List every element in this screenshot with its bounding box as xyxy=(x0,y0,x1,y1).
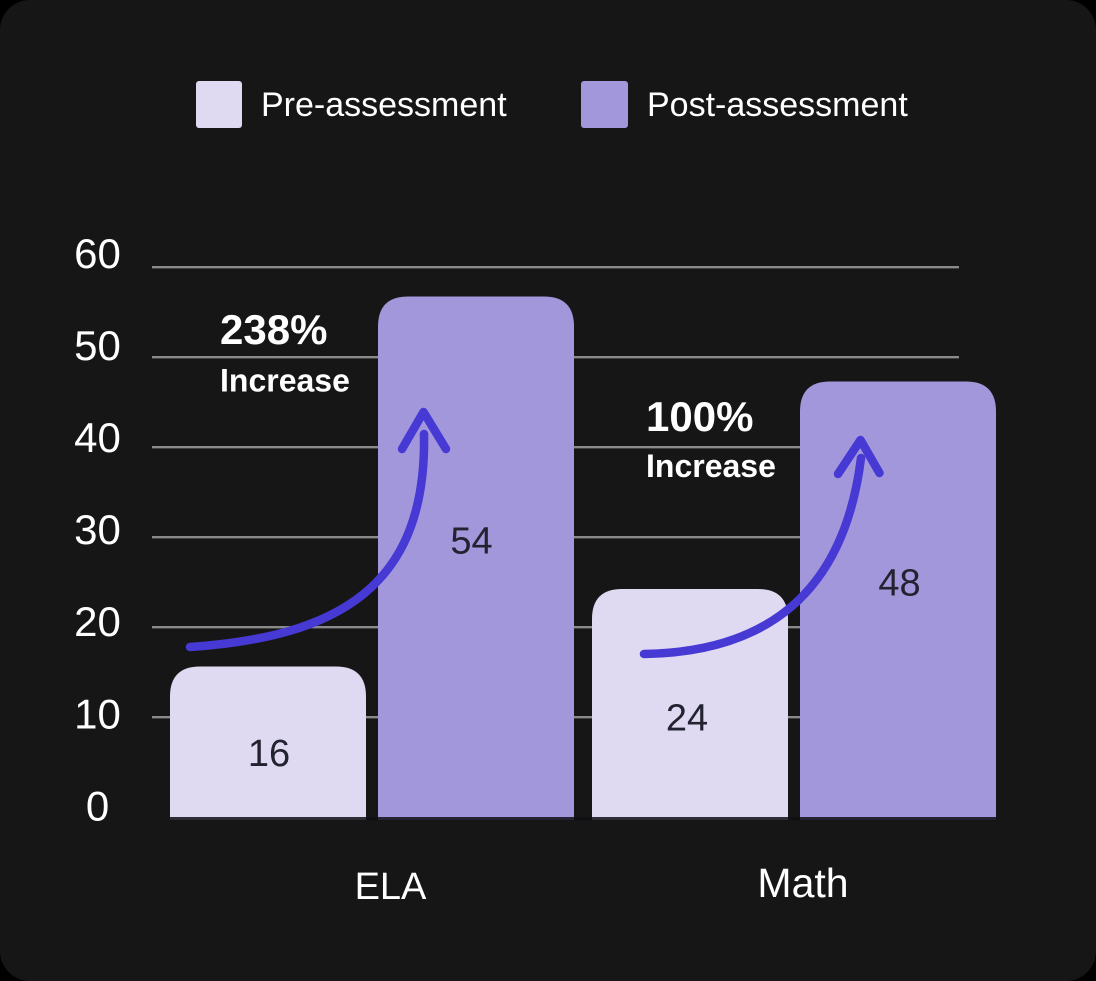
svg-text:Math: Math xyxy=(757,860,848,906)
svg-text:48: 48 xyxy=(878,562,920,604)
svg-text:Increase: Increase xyxy=(220,363,350,399)
svg-text:50: 50 xyxy=(74,322,121,369)
svg-text:16: 16 xyxy=(248,733,290,775)
svg-text:30: 30 xyxy=(74,506,121,553)
svg-text:10: 10 xyxy=(74,690,121,737)
svg-text:0: 0 xyxy=(86,782,109,829)
svg-text:Pre-assessment: Pre-assessment xyxy=(261,86,507,124)
svg-text:20: 20 xyxy=(74,598,121,645)
svg-text:238%: 238% xyxy=(220,306,327,353)
svg-text:60: 60 xyxy=(74,230,121,277)
svg-text:24: 24 xyxy=(666,698,708,740)
svg-text:ELA: ELA xyxy=(355,866,427,908)
svg-text:100%: 100% xyxy=(646,393,753,440)
svg-text:54: 54 xyxy=(450,521,492,563)
svg-text:Increase: Increase xyxy=(646,448,776,484)
svg-text:40: 40 xyxy=(74,414,121,461)
svg-text:Post-assessment: Post-assessment xyxy=(647,86,908,124)
